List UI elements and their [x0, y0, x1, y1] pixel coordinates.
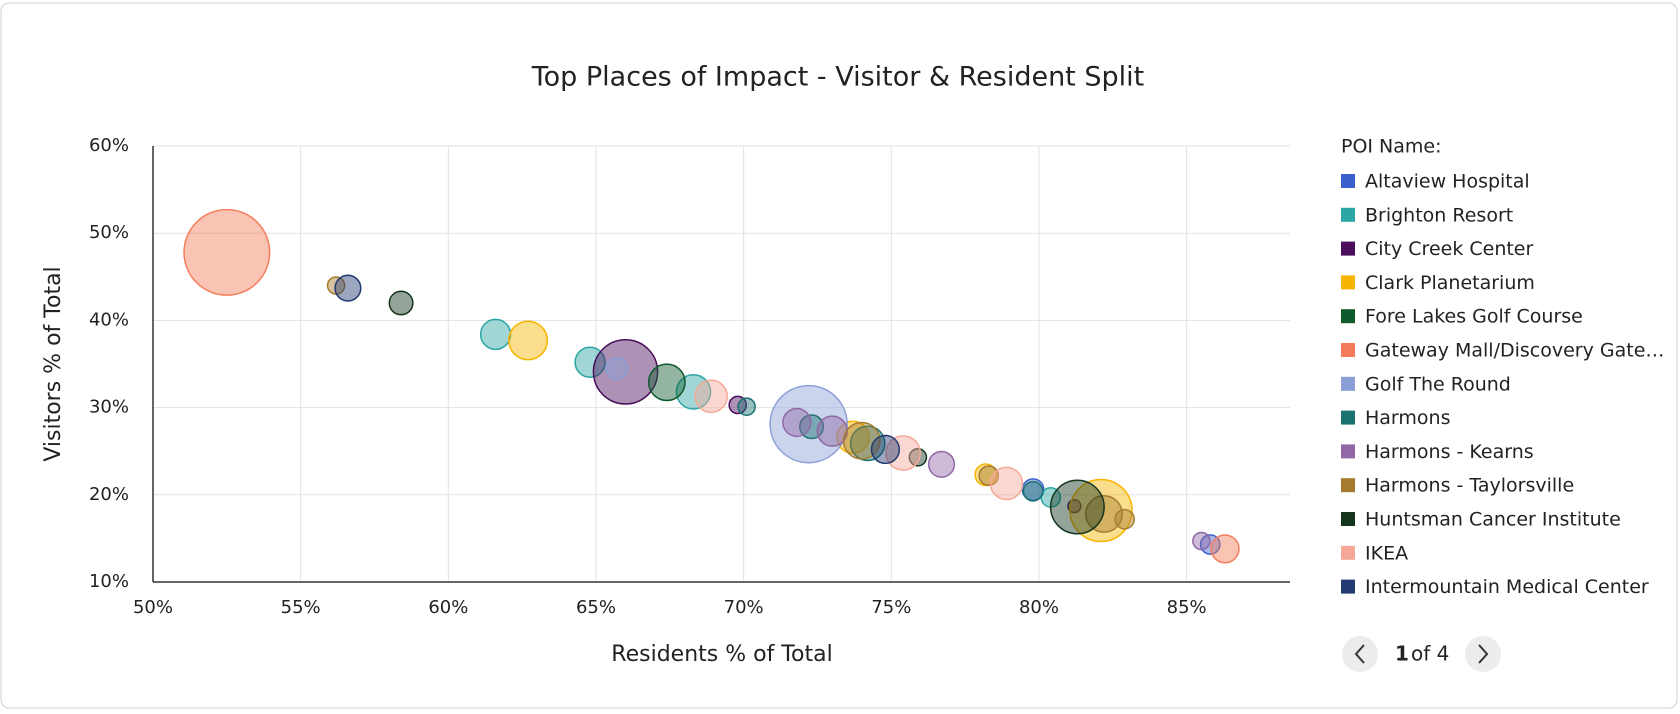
- legend-swatch: [1341, 444, 1355, 459]
- x-tick-label: 50%: [133, 597, 173, 618]
- legend-swatch: [1341, 241, 1355, 256]
- bubble: [605, 356, 629, 380]
- legend-swatch: [1341, 512, 1355, 526]
- legend-label: Huntsman Cancer Institute: [1365, 509, 1621, 531]
- bubble: [769, 384, 848, 464]
- y-tick-label: 20%: [89, 484, 129, 505]
- page-current: 1: [1395, 642, 1409, 666]
- bubble: [592, 338, 659, 405]
- legend-swatch: [1341, 174, 1355, 188]
- legend-label: Brighton Resort: [1365, 204, 1513, 226]
- bubble: [1049, 479, 1105, 535]
- bubble: [1069, 478, 1133, 543]
- y-tick-label: 50%: [89, 222, 129, 243]
- bubble: [908, 447, 928, 467]
- x-tick-label: 60%: [428, 597, 468, 618]
- x-tick-label: 75%: [871, 597, 911, 618]
- legend-swatch: [1341, 579, 1355, 594]
- next-page-button[interactable]: [1465, 636, 1501, 672]
- bubble: [1210, 534, 1240, 564]
- bubble: [388, 290, 414, 316]
- bubble: [885, 435, 921, 471]
- x-tick-label: 70%: [724, 597, 764, 618]
- legend-label: City Creek Center: [1365, 238, 1533, 260]
- legend-label: IKEA: [1365, 542, 1408, 564]
- bubble: [334, 274, 362, 302]
- plot-area: 10% 20% 30% 40% 50% 60% 50% 55% 60% 65% 70% 75% 80% 8…: [89, 135, 1290, 618]
- prev-icon: [1354, 644, 1365, 664]
- legend-swatch: [1341, 275, 1355, 290]
- x-tick-label: 65%: [576, 597, 616, 618]
- legend: Altaview Hospital Brighton Resort City Cre…: [1341, 171, 1664, 598]
- prev-page-button[interactable]: [1342, 636, 1378, 672]
- y-tick-label: 10%: [89, 571, 129, 592]
- legend-label: Fore Lakes Golf Course: [1365, 306, 1583, 328]
- bubble: [479, 318, 512, 351]
- legend-swatch: [1341, 410, 1355, 425]
- bubble: [1022, 480, 1044, 502]
- legend-label: Clark Planetarium: [1365, 272, 1535, 294]
- bubble: [647, 363, 686, 402]
- x-tick-label: 80%: [1019, 597, 1059, 618]
- legend-swatch: [1341, 545, 1355, 560]
- legend-swatch: [1341, 478, 1355, 493]
- legend-swatch: [1341, 376, 1355, 391]
- legend-label: Intermountain Medical Center: [1365, 576, 1649, 598]
- next-icon: [1478, 644, 1489, 664]
- bubble: [816, 415, 848, 447]
- bubble: [1114, 508, 1135, 530]
- chart-title: Top Places of Impact - Visitor & Residen…: [531, 62, 1144, 93]
- legend-swatch: [1341, 309, 1355, 324]
- x-tick-label: 55%: [281, 597, 321, 618]
- legend-swatch: [1341, 207, 1355, 222]
- bubble: [1192, 531, 1211, 551]
- y-tick-label: 40%: [89, 309, 129, 330]
- bubble: [694, 379, 728, 414]
- legend-label: Gateway Mall/Discovery Gate…: [1365, 340, 1664, 362]
- bubble: [989, 466, 1024, 501]
- legend-title: POI Name:: [1341, 136, 1442, 158]
- legend-swatch: [1341, 343, 1355, 357]
- legend-label: Harmons: [1365, 407, 1450, 429]
- bubble: [737, 397, 756, 417]
- legend-label: Altaview Hospital: [1365, 171, 1530, 193]
- bubble: [508, 320, 549, 361]
- x-axis-label: Residents % of Total: [611, 642, 832, 667]
- bubble: [183, 208, 271, 296]
- y-tick-label: 60%: [89, 135, 129, 156]
- x-tick-label: 85%: [1167, 597, 1207, 618]
- legend-label: Harmons - Kearns: [1365, 441, 1534, 463]
- bubble: [870, 434, 901, 465]
- y-axis-label: Visitors % of Total: [41, 266, 66, 461]
- bubble: [927, 450, 956, 478]
- bubble: [978, 465, 1000, 486]
- y-tick-label: 30%: [89, 397, 129, 418]
- page-total: of 4: [1411, 642, 1449, 666]
- legend-label: Harmons - Taylorsville: [1365, 475, 1574, 497]
- legend-label: Golf The Round: [1365, 373, 1511, 395]
- bubble: [782, 407, 812, 438]
